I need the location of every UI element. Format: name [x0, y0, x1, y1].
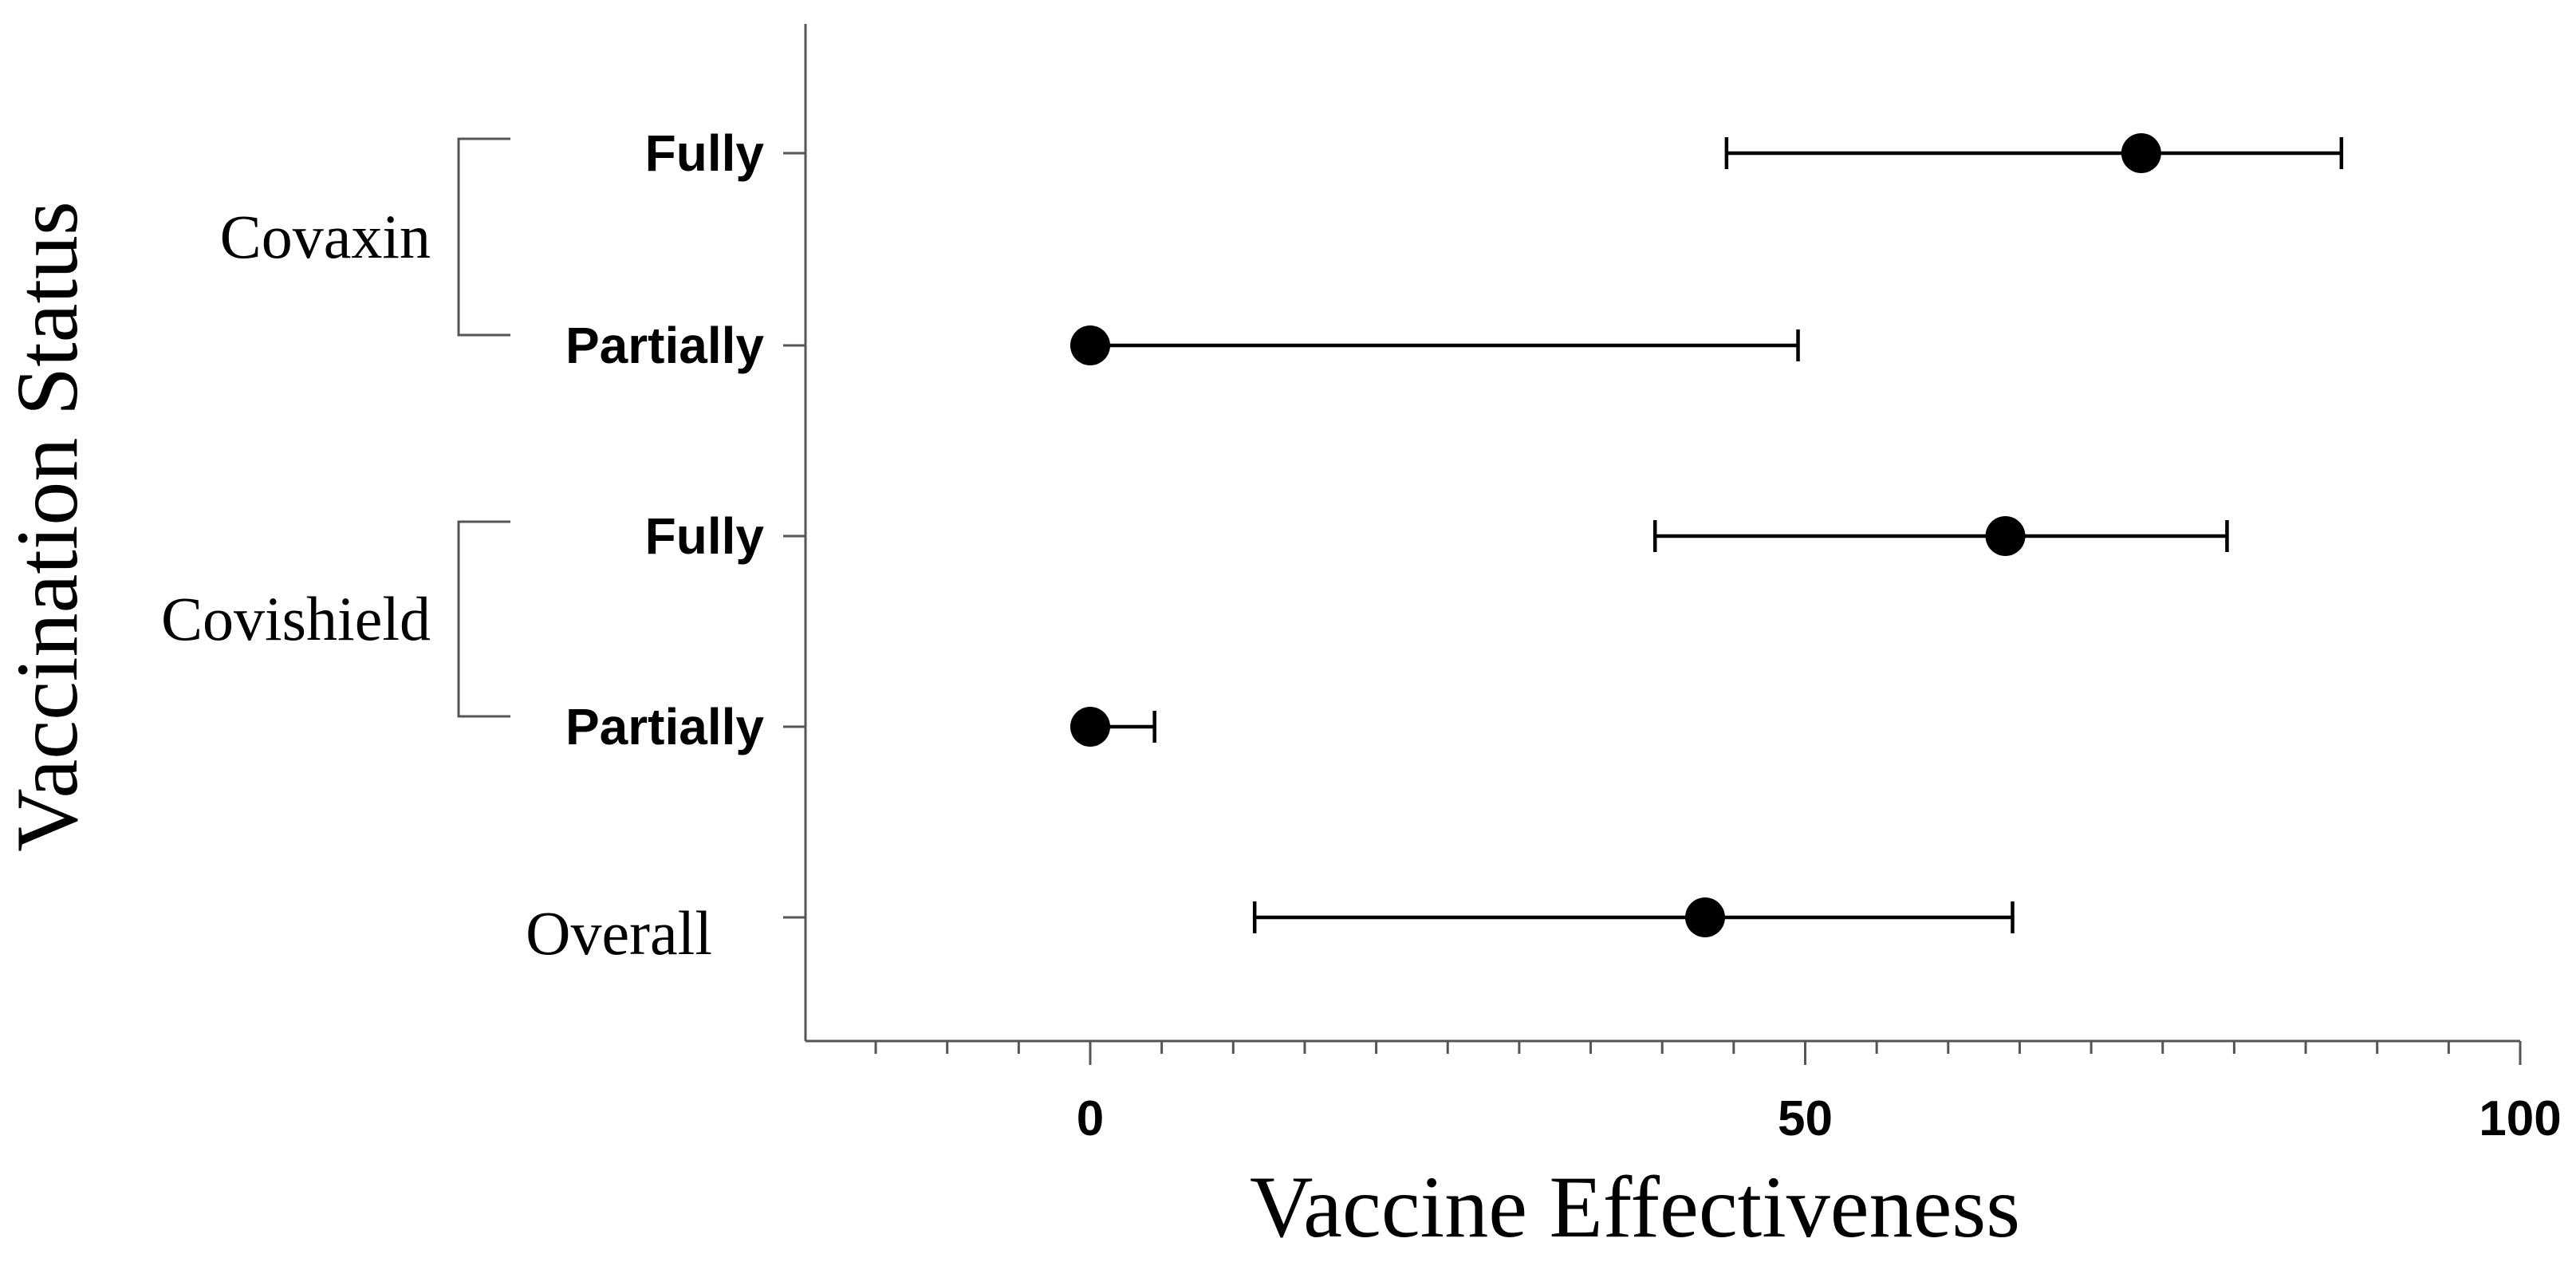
- group-bracket: [457, 520, 510, 718]
- y-axis-title: Vaccination Status: [0, 201, 96, 852]
- row-label: Fully: [645, 507, 765, 565]
- estimate-point: [1070, 707, 1110, 747]
- row-label: Overall: [526, 898, 712, 968]
- x-tick-label: 50: [1778, 1091, 1833, 1146]
- labels: Vaccine Effectiveness Vaccination Status: [0, 201, 2020, 1256]
- axes: 0 50 100 Fully Partially Fully Partially Overal…: [526, 24, 2562, 1146]
- row-label: Partially: [565, 317, 764, 374]
- estimate-point: [2121, 133, 2161, 173]
- x-tick-label: 0: [1077, 1091, 1104, 1146]
- group-label: Covishield: [161, 584, 431, 653]
- estimate-point: [1684, 897, 1725, 937]
- group-bracket: [457, 137, 510, 337]
- estimate-point: [1070, 325, 1110, 365]
- data-rows: [1070, 133, 2344, 937]
- row-label: Partially: [565, 698, 764, 755]
- estimate-point: [1985, 516, 2026, 556]
- group-label: Covaxin: [220, 202, 431, 271]
- x-tick-label: 100: [2479, 1091, 2561, 1146]
- x-axis-title: Vaccine Effectiveness: [1250, 1158, 2020, 1256]
- row-label: Fully: [645, 124, 765, 182]
- group-brackets: Covaxin Covishield: [161, 137, 510, 718]
